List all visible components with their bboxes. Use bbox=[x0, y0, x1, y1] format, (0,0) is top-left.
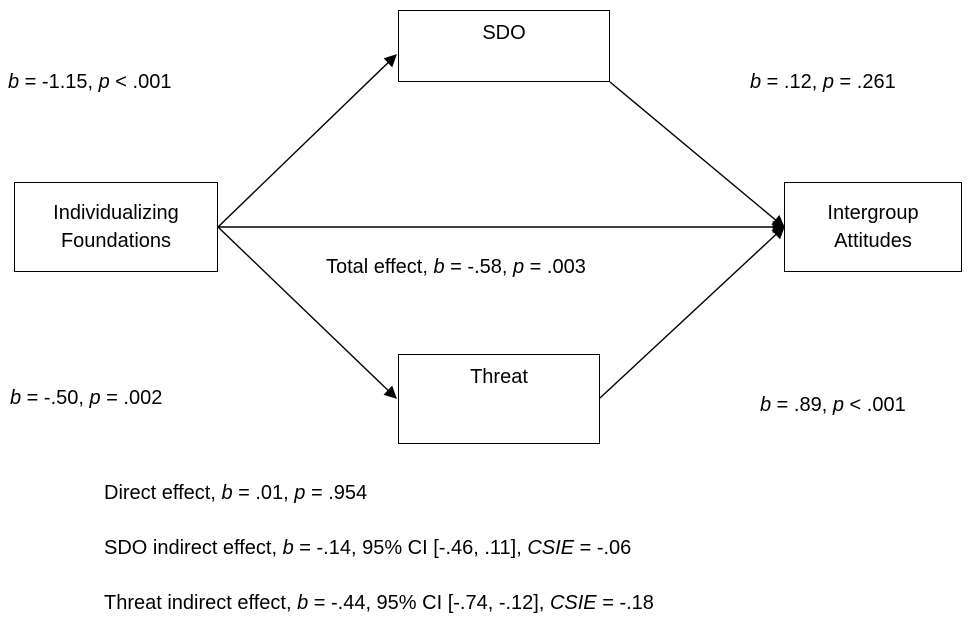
note-threat-indirect-effect: Threat indirect effect, b = -.44, 95% CI… bbox=[104, 592, 654, 614]
node-predictor: Individualizing Foundations bbox=[14, 182, 218, 272]
coef-a-sdo: b = -1.15, p < .001 bbox=[8, 71, 172, 93]
node-threat: Threat bbox=[398, 354, 600, 444]
node-predictor-line1: Individualizing bbox=[53, 202, 179, 224]
note-direct-effect: Direct effect, b = .01, p = .954 bbox=[104, 482, 368, 504]
node-outcome-line1: Intergroup bbox=[827, 202, 919, 224]
node-predictor-line2: Foundations bbox=[60, 230, 172, 252]
path-threat-to-outcome bbox=[599, 226, 785, 399]
node-outcome-line2: Attitudes bbox=[834, 230, 912, 252]
coef-b-threat: b = .89, p < .001 bbox=[760, 394, 906, 416]
coef-a-threat: b = -.50, p = .002 bbox=[10, 387, 163, 409]
coef-total: Total effect, b = -.58, p = .003 bbox=[326, 256, 586, 278]
path-sdo-to-outcome bbox=[609, 81, 785, 228]
node-threat-label: Threat bbox=[470, 366, 528, 388]
path-predictor-to-threat bbox=[217, 226, 397, 399]
path-predictor-to-sdo bbox=[217, 54, 397, 228]
note-sdo-indirect-effect: SDO indirect effect, b = -.14, 95% CI [-… bbox=[104, 537, 632, 559]
node-outcome: Intergroup Attitudes bbox=[784, 182, 962, 272]
coef-b-sdo: b = .12, p = .261 bbox=[750, 71, 896, 93]
node-sdo-label: SDO bbox=[482, 22, 526, 44]
node-sdo: SDO bbox=[398, 10, 610, 82]
